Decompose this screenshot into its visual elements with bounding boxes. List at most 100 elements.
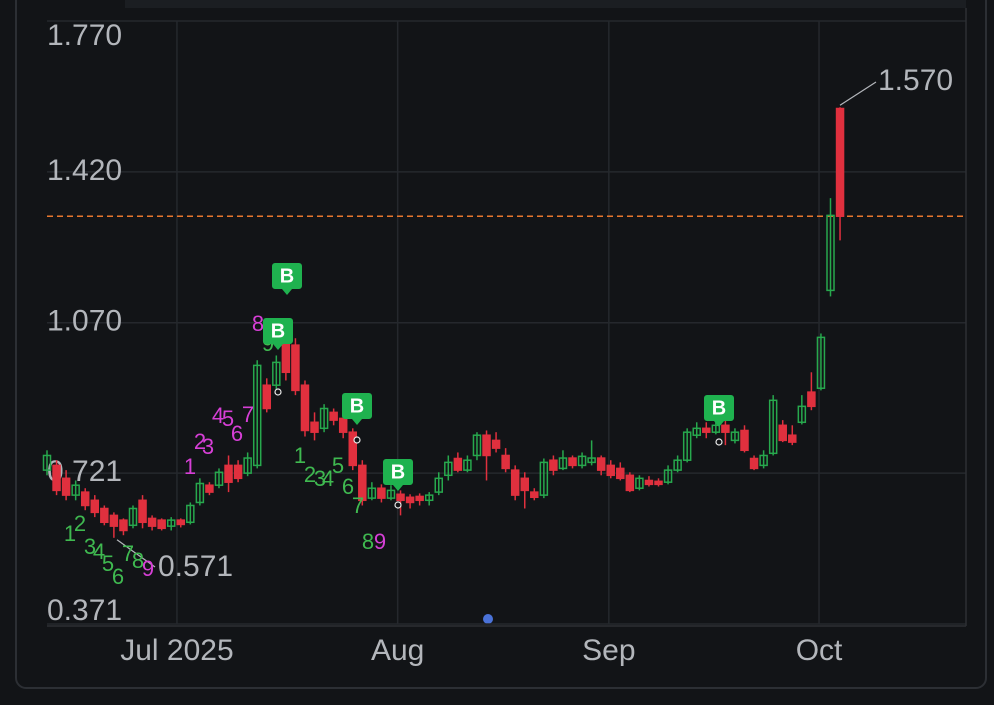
candle-body (472, 434, 482, 457)
candle-body (520, 477, 529, 492)
sequence-label: 5 (222, 406, 234, 431)
buy-marker (342, 393, 372, 425)
sequence-label: 1 (184, 454, 196, 479)
candle-body (778, 424, 787, 442)
candle-body (205, 484, 214, 493)
max-leader (839, 81, 877, 106)
candle-body (797, 405, 807, 424)
sequence-label: 3 (84, 534, 96, 559)
candle-body (358, 464, 367, 502)
sequence-label: 1 (294, 443, 306, 468)
sequence-label: 8 (132, 548, 144, 573)
sequence-label: 5 (102, 551, 114, 576)
candle-body (195, 482, 205, 504)
buy-marker (272, 263, 302, 295)
candle-body (501, 454, 510, 470)
sequence-label: 6 (231, 421, 243, 446)
sequence-label: 3 (314, 466, 326, 491)
x-tick-label: Aug (371, 634, 424, 667)
candle-body (272, 361, 281, 386)
candle-body (348, 431, 358, 467)
buy-marker-label: B (391, 461, 405, 483)
signal-dot (274, 388, 282, 396)
candle-body (463, 459, 472, 471)
candle-body (176, 519, 186, 526)
candle-body (310, 421, 319, 433)
candle-body (549, 459, 558, 471)
sequence-label: 9 (374, 529, 386, 554)
top-band (125, 0, 966, 8)
candle-body (157, 519, 166, 530)
candle-body (816, 336, 826, 389)
buy-marker (383, 459, 413, 491)
candle-body (300, 384, 310, 432)
candle-body (252, 364, 262, 467)
candle-body (826, 214, 835, 292)
min-label: 0.571 (158, 550, 233, 583)
candle-body (138, 499, 147, 524)
candle-body (510, 469, 520, 496)
buy-marker (704, 395, 734, 427)
candle-body (367, 487, 377, 499)
sequence-label: 2 (304, 462, 316, 487)
candle-body (61, 477, 71, 496)
sequence-label: 4 (212, 403, 224, 428)
candle-body (329, 411, 338, 421)
y-tick-label: 1.770 (47, 19, 122, 52)
candle-body (233, 464, 243, 480)
sequence-label: 4 (322, 466, 334, 491)
candle-body (721, 424, 730, 433)
candle-body (71, 484, 80, 496)
candle-body (147, 517, 157, 527)
sequence-label: 7 (242, 402, 254, 427)
candle-body (377, 487, 386, 499)
candle-body (663, 469, 673, 483)
sequence-label: 7 (122, 541, 134, 566)
candle-body (319, 407, 329, 430)
candle-body (128, 507, 138, 527)
candle-body (100, 507, 109, 524)
candle-body (386, 489, 396, 499)
candle-body (587, 457, 596, 464)
sequence-label: 6 (342, 474, 354, 499)
sequence-label: 9 (142, 556, 154, 581)
candle-body (616, 467, 625, 480)
candle-body (415, 495, 424, 502)
frame (15, 0, 987, 689)
candle-body (530, 491, 539, 499)
candle-body (42, 454, 52, 471)
candle-body (568, 457, 577, 467)
signal-dot (353, 436, 361, 444)
x-tick-label: Sep (582, 634, 635, 667)
candle-body (788, 434, 797, 443)
sequence-label: 8 (252, 311, 264, 336)
candle-body (759, 454, 768, 467)
candle-body (109, 514, 119, 527)
candle-body (702, 427, 711, 433)
candle-body (740, 429, 749, 452)
sequence-label: 5 (332, 453, 344, 478)
candle-body (596, 457, 606, 471)
candle-body (711, 424, 721, 433)
sequence-label: 3 (202, 434, 214, 459)
candle-body (835, 107, 845, 218)
buy-marker-label: B (712, 397, 726, 419)
candle-body (673, 459, 682, 471)
candle-body (453, 457, 463, 471)
candle-body (539, 461, 549, 496)
candle-body (291, 344, 300, 392)
sequence-label: 6 (112, 564, 124, 589)
candle-body (405, 496, 415, 504)
candle-body (654, 480, 663, 486)
sequence-label: 2 (194, 429, 206, 454)
sequence-label: 8 (362, 529, 374, 554)
candle-body (644, 479, 654, 486)
candle-body (444, 461, 453, 477)
candle-body (186, 504, 195, 524)
event-dot (483, 614, 493, 624)
buy-marker (263, 318, 293, 350)
candle-body (424, 494, 434, 502)
candle-body (52, 464, 61, 492)
candle-body (243, 457, 252, 474)
